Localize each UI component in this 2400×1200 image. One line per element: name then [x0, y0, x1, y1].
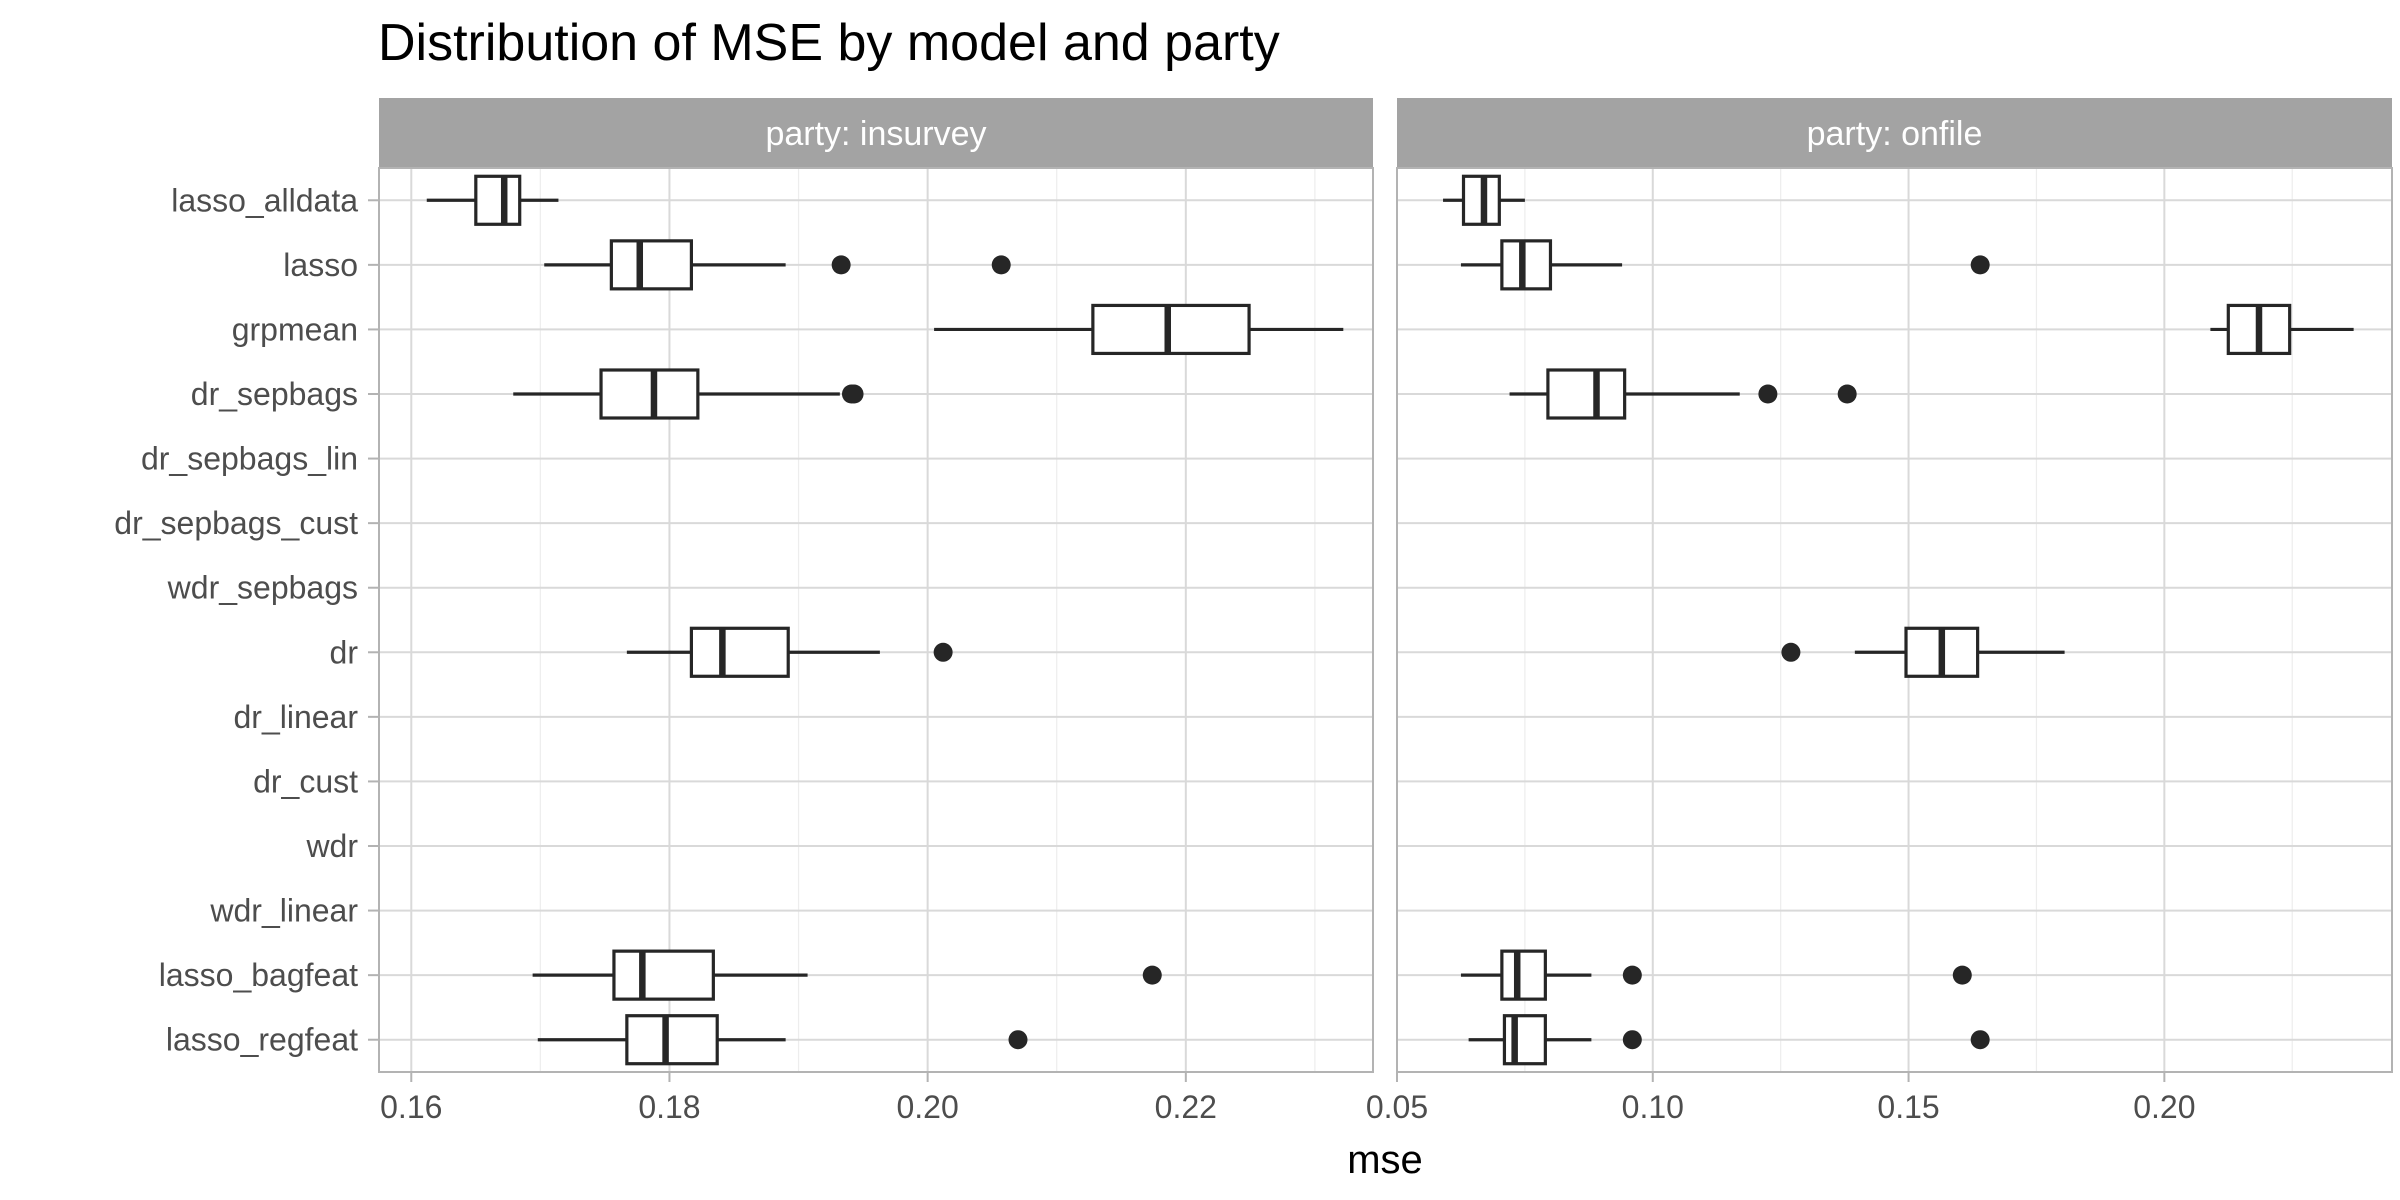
box-dr_sepbags — [1509, 368, 1857, 420]
panel-background — [1397, 168, 2392, 1072]
outlier-point — [1758, 384, 1778, 404]
category-label-grpmean: grpmean — [232, 311, 358, 347]
x-tick-label: 0.20 — [896, 1089, 958, 1125]
panel-background — [379, 168, 1373, 1072]
x-tick-label: 0.16 — [380, 1089, 442, 1125]
x-tick-label: 0.22 — [1155, 1089, 1217, 1125]
box-lasso_regfeat — [537, 1014, 1028, 1066]
outlier-point — [1970, 1030, 1990, 1050]
box-iqr — [599, 368, 700, 420]
category-label-dr_cust: dr_cust — [253, 763, 358, 799]
category-label-wdr: wdr — [305, 828, 358, 864]
x-tick-label: 0.15 — [1877, 1089, 1939, 1125]
outlier-point — [1781, 642, 1801, 662]
box-grpmean — [2210, 303, 2354, 356]
box-lasso_alldata — [1443, 174, 1525, 226]
category-label-dr_sepbags_cust: dr_sepbags_cust — [114, 505, 358, 541]
box-iqr — [609, 239, 694, 291]
outlier-point — [1622, 965, 1642, 985]
category-label-wdr_sepbags: wdr_sepbags — [167, 570, 358, 606]
box-iqr — [612, 949, 715, 1001]
box-lasso — [1460, 239, 1990, 291]
category-label-wdr_linear: wdr_linear — [209, 893, 358, 929]
box-iqr — [689, 626, 790, 678]
category-label-lasso: lasso — [283, 247, 358, 283]
box-lasso_bagfeat — [532, 949, 1162, 1001]
x-tick-label: 0.20 — [2133, 1089, 2195, 1125]
chart-title: Distribution of MSE by model and party — [378, 14, 1280, 72]
facet-strip — [379, 98, 1373, 168]
x-tick-label: 0.18 — [638, 1089, 700, 1125]
x-axis-title: mse — [1347, 1138, 1423, 1182]
box-lasso_regfeat — [1468, 1014, 1990, 1066]
outlier-point — [844, 384, 864, 404]
box-grpmean — [934, 303, 1344, 356]
box-iqr — [1500, 949, 1547, 1001]
box-iqr — [1502, 1014, 1547, 1066]
outlier-point — [831, 255, 851, 275]
outlier-point — [991, 255, 1011, 275]
x-tick-label: 0.05 — [1366, 1089, 1428, 1125]
category-label-dr_sepbags: dr_sepbags — [191, 376, 358, 412]
outlier-point — [1970, 255, 1990, 275]
outlier-point — [1142, 965, 1162, 985]
box-dr — [1781, 626, 2065, 678]
outlier-point — [1837, 384, 1857, 404]
facet-panel-2: party: onfile 0.05 0.10 0.15 0.20 — [1366, 98, 2393, 1125]
box-iqr — [474, 174, 522, 226]
category-label-lasso_alldata: lasso_alldata — [171, 182, 358, 218]
facet-strip — [1397, 98, 2392, 168]
x-tick-label: 0.10 — [1622, 1089, 1684, 1125]
facet-panels: party: insurvey 0.16 0.18 0.20 0.22 party: on… — [378, 98, 2393, 1125]
outlier-point — [1008, 1030, 1028, 1050]
facet-strip-label: party: insurvey — [765, 115, 986, 153]
box-dr — [626, 626, 953, 678]
box-iqr — [1500, 239, 1553, 291]
facet-panel-1: party: insurvey 0.16 0.18 0.20 0.22 — [378, 98, 1374, 1125]
box-lasso — [544, 239, 1011, 291]
box-lasso_alldata — [426, 174, 559, 226]
category-label-lasso_regfeat: lasso_regfeat — [166, 1022, 358, 1058]
category-label-dr_linear: dr_linear — [233, 699, 358, 735]
outlier-point — [933, 642, 953, 662]
category-label-dr: dr — [330, 634, 359, 670]
outlier-point — [1952, 965, 1972, 985]
box-iqr — [1546, 368, 1627, 420]
box-lasso_bagfeat — [1460, 949, 1972, 1001]
category-label-dr_sepbags_lin: dr_sepbags_lin — [141, 441, 358, 477]
panel-border — [378, 167, 1374, 1073]
box-dr_sepbags — [513, 368, 864, 420]
facet-strip-label: party: onfile — [1807, 115, 1983, 153]
panel-border — [1396, 167, 2393, 1073]
category-label-lasso_bagfeat: lasso_bagfeat — [159, 957, 358, 993]
box-iqr — [625, 1014, 719, 1066]
outlier-point — [1622, 1030, 1642, 1050]
